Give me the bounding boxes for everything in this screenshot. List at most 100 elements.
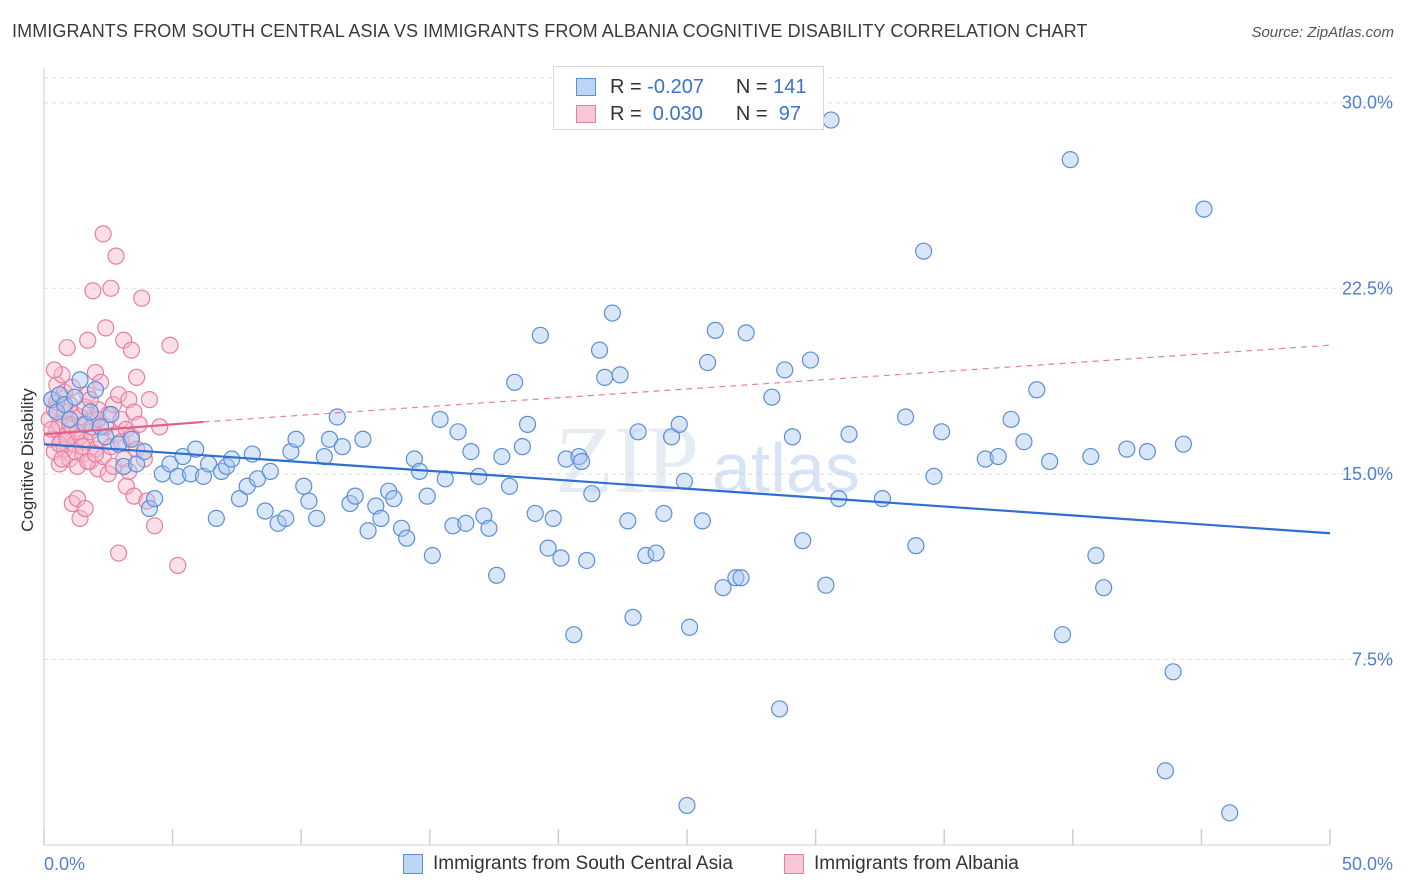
point-south-central-asia [506,373,524,391]
point-south-central-asia [102,405,120,424]
point-south-central-asia [675,472,694,490]
point-south-central-asia [590,341,609,359]
point-south-central-asia [603,304,622,322]
point-south-central-asia [230,490,249,508]
point-south-central-asia [449,423,467,441]
r-label: R = [610,102,642,125]
point-south-central-asia [182,465,200,483]
point-albania [45,361,63,379]
point-south-central-asia [444,517,462,535]
point-south-central-asia [187,440,205,458]
n-value: 141 [773,75,807,98]
point-albania [109,386,128,404]
point-south-central-asia [817,576,835,594]
point-south-central-asia [161,455,179,473]
legend-swatch-pink [784,854,804,874]
point-south-central-asia [223,450,241,468]
y-axis-label: Cognitive Disability [18,388,37,532]
point-south-central-asia [66,388,84,406]
point-south-central-asia [596,368,614,386]
point-albania [63,494,81,513]
point-south-central-asia [822,111,840,129]
n-label: N = [735,75,768,98]
point-south-central-asia [897,408,915,426]
point-south-central-asia [1015,433,1033,451]
point-south-central-asia [1164,663,1182,681]
point-south-central-asia [423,546,441,565]
n-value: 97 [773,102,801,125]
point-south-central-asia [1174,435,1192,453]
point-south-central-asia [1095,579,1113,597]
point-south-central-asia [565,626,583,644]
trend-lines [43,344,1331,535]
point-south-central-asia [907,537,925,555]
point-south-central-asia [693,512,712,530]
point-south-central-asia [385,490,403,508]
point-south-central-asia [1082,447,1100,466]
point-south-central-asia [624,608,642,626]
legend-row-pink: R = 0.030 N = 97 [576,102,801,126]
point-south-central-asia [783,428,802,446]
source-credit: Source: ZipAtlas.com [1251,24,1394,41]
trend-line-albania [43,420,204,436]
point-south-central-asia [346,487,364,505]
point-south-central-asia [169,467,187,485]
point-albania [76,499,94,518]
legend-label: Immigrants from Albania [814,853,1019,874]
chart-title: IMMIGRANTS FROM SOUTH CENTRAL ASIA VS IM… [12,21,1088,41]
point-albania [84,282,102,300]
point-albania [133,289,151,307]
point-south-central-asia [372,509,390,528]
y-tick-label: 30.0% [1342,93,1393,113]
point-south-central-asia [763,388,781,406]
point-south-central-asia [552,549,570,567]
point-south-central-asia [256,502,274,520]
point-south-central-asia [145,490,164,508]
legend-swatch-pink [576,105,596,123]
data-points [40,111,1239,822]
trend-line-south-central-asia [43,443,1331,535]
point-albania [109,544,128,562]
point-south-central-asia [698,353,717,372]
point-south-central-asia [470,467,488,485]
point-south-central-asia [727,569,745,587]
point-south-central-asia [212,462,231,480]
legend-row-blue: R = -0.207 N = 141 [576,75,807,99]
point-south-central-asia [801,351,820,369]
point-albania [122,341,141,359]
point-albania [71,509,89,528]
point-albania [125,487,143,505]
point-south-central-asia [655,504,673,523]
point-south-central-asia [976,450,994,468]
point-south-central-asia [1138,443,1156,461]
point-south-central-asia [207,509,225,528]
point-south-central-asia [295,477,313,495]
point-south-central-asia [637,546,655,565]
point-south-central-asia [572,452,591,471]
point-south-central-asia [662,428,681,446]
point-albania [86,363,105,382]
point-south-central-asia [61,410,79,429]
legend-swatch-blue [576,78,596,96]
point-south-central-asia [359,522,377,540]
point-south-central-asia [1041,452,1059,471]
x-tick-label: 0.0% [44,854,85,874]
point-south-central-asia [261,462,279,480]
point-albania [86,445,105,463]
point-south-central-asia [619,512,637,530]
point-south-central-asia [776,361,794,379]
point-south-central-asia [300,492,318,510]
point-south-central-asia [71,371,89,389]
point-albania [94,225,112,243]
point-south-central-asia [287,430,305,448]
point-south-central-asia [1053,626,1072,644]
y-tick-label: 22.5% [1342,278,1393,298]
point-south-central-asia [493,447,511,466]
point-south-central-asia [488,566,506,584]
point-south-central-asia [611,366,629,384]
x-tick-label: 50.0% [1342,854,1393,874]
point-albania [169,556,187,575]
point-south-central-asia [714,579,732,597]
point-south-central-asia [392,519,411,537]
